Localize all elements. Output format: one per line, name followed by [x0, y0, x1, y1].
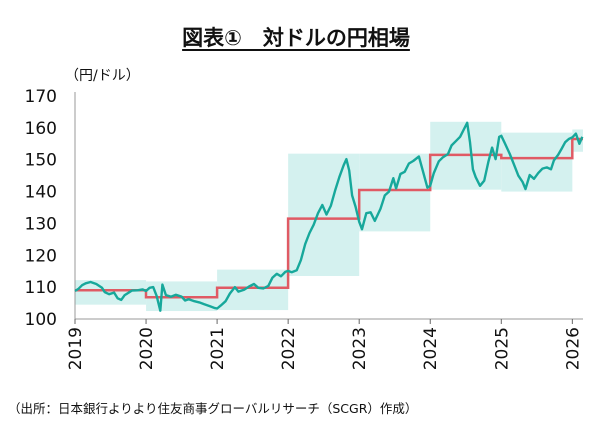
- x-tick-label: 2023: [350, 327, 370, 370]
- y-axis-unit-label: （円/ドル）: [65, 68, 140, 84]
- x-tick-label: 2024: [421, 327, 441, 370]
- chart-title: 図表① 対ドルの円相場: [182, 26, 410, 50]
- x-tick-label: 2020: [137, 327, 157, 370]
- range-band-2022: [288, 153, 360, 276]
- range-band-2021: [217, 269, 289, 311]
- x-tick-label: 2022: [279, 327, 299, 370]
- y-tick-label: 130: [25, 214, 57, 234]
- exchange-rate-line: [74, 121, 584, 312]
- y-tick-label: 100: [25, 310, 57, 330]
- y-tick-label: 170: [25, 87, 57, 107]
- source-note: （出所：日本銀行よりより住友商事グローバルリサーチ（SCGR）作成）: [8, 401, 418, 416]
- y-tick-label: 120: [25, 246, 57, 266]
- y-tick-label: 110: [25, 278, 57, 298]
- y-tick-label: 140: [25, 183, 57, 203]
- y-tick-label: 150: [25, 151, 57, 171]
- x-tick-label: 2021: [208, 327, 228, 370]
- axes: [74, 92, 583, 324]
- range-band-2023: [359, 153, 431, 232]
- range-bands: [75, 121, 583, 312]
- x-tick-label: 2025: [492, 327, 512, 370]
- x-tick-label: 2026: [563, 327, 583, 370]
- tick-labels: 100 110 120 130 140 150 160 170 2019 2020 2021 2022…: [25, 87, 584, 370]
- x-tick-label: 2019: [66, 327, 86, 370]
- exchange-rate-path: [74, 121, 584, 312]
- y-tick-label: 160: [25, 119, 57, 139]
